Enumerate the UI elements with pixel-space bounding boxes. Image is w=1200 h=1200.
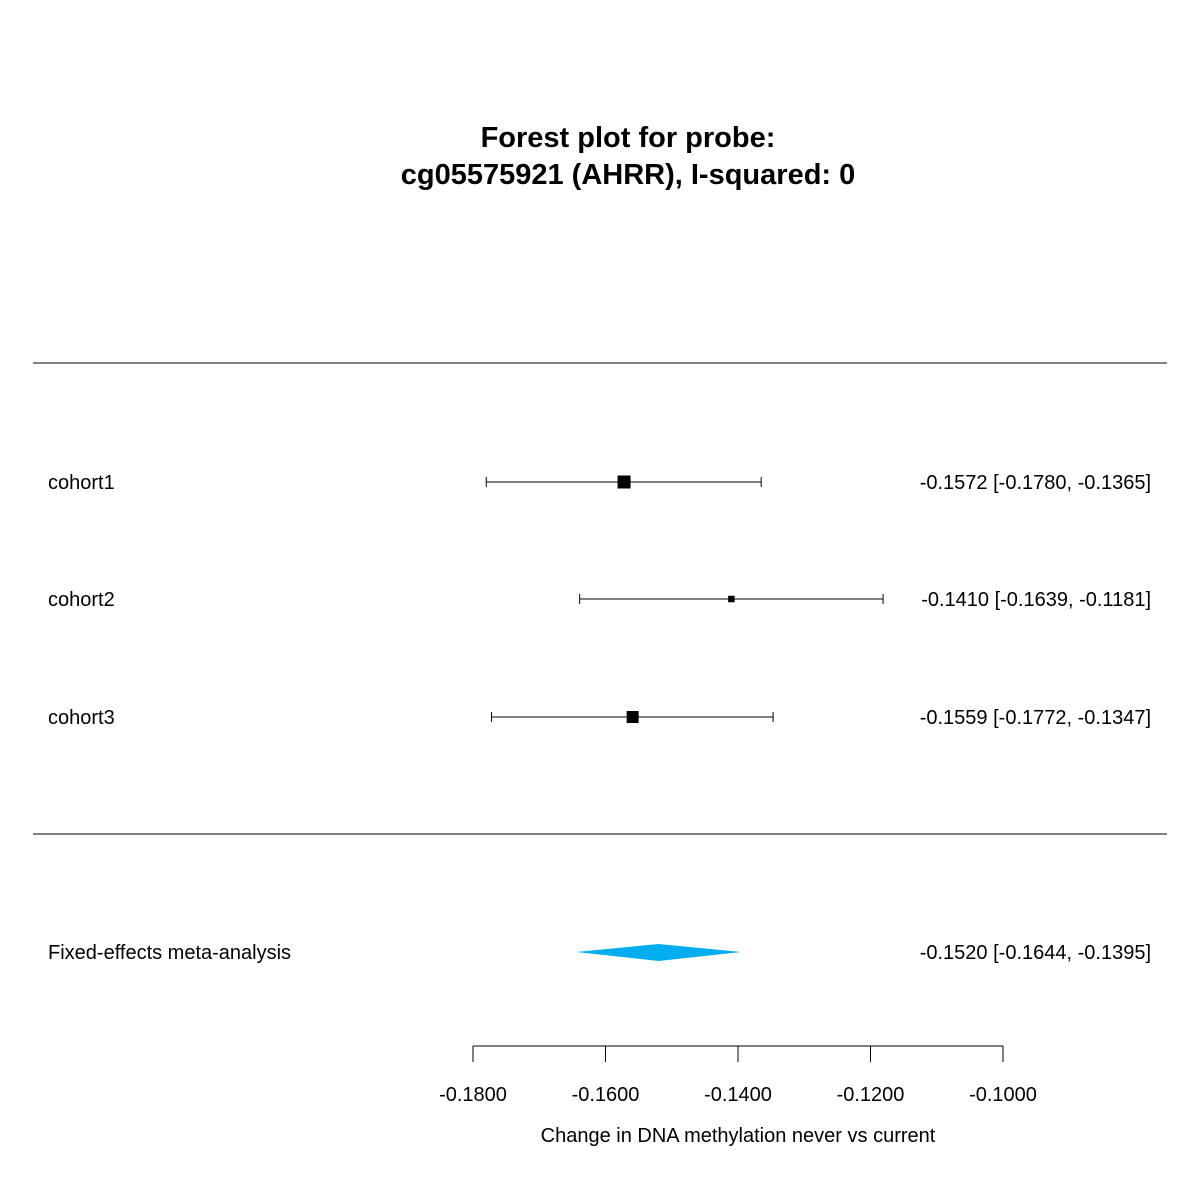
study-label: cohort2 <box>48 589 115 611</box>
x-tick-label: -0.1000 <box>969 1084 1037 1106</box>
x-axis: -0.1800 -0.1600 -0.1400 -0.1200 -0.1000 <box>439 1045 1037 1106</box>
x-tick-label: -0.1400 <box>704 1084 772 1106</box>
study-row-cohort2: cohort2 -0.1410 [-0.1639, -0.1181] <box>48 589 1151 611</box>
study-row-cohort3: cohort3 -0.1559 [-0.1772, -0.1347] <box>48 707 1151 729</box>
chart-title-line-2: cg05575921 (AHRR), I-squared: 0 <box>401 159 856 191</box>
x-tick-label: -0.1200 <box>837 1084 905 1106</box>
study-label: cohort3 <box>48 707 115 729</box>
study-row-cohort1: cohort1 -0.1572 [-0.1780, -0.1365] <box>48 472 1151 494</box>
chart-title-line-1: Forest plot for probe: <box>481 122 776 154</box>
point-estimate-box <box>617 475 631 489</box>
point-estimate-box <box>728 595 735 603</box>
study-rows: cohort1 -0.1572 [-0.1780, -0.1365] cohort2… <box>48 472 1151 729</box>
summary-row: Fixed-effects meta-analysis -0.1520 [-0.1… <box>48 942 1151 964</box>
ci-text: -0.1572 [-0.1780, -0.1365] <box>920 472 1151 494</box>
x-tick-label: -0.1600 <box>572 1084 640 1106</box>
ci-text: -0.1410 [-0.1639, -0.1181] <box>921 589 1151 611</box>
x-tick-label: -0.1800 <box>439 1084 507 1106</box>
ci-text: -0.1559 [-0.1772, -0.1347] <box>920 707 1151 729</box>
point-estimate-box <box>626 711 639 723</box>
summary-diamond <box>576 944 742 961</box>
x-axis-label: Change in DNA methylation never vs curre… <box>541 1125 936 1147</box>
summary-ci-text: -0.1520 [-0.1644, -0.1395] <box>920 942 1151 964</box>
study-label: cohort1 <box>48 472 115 494</box>
summary-label: Fixed-effects meta-analysis <box>48 942 291 964</box>
